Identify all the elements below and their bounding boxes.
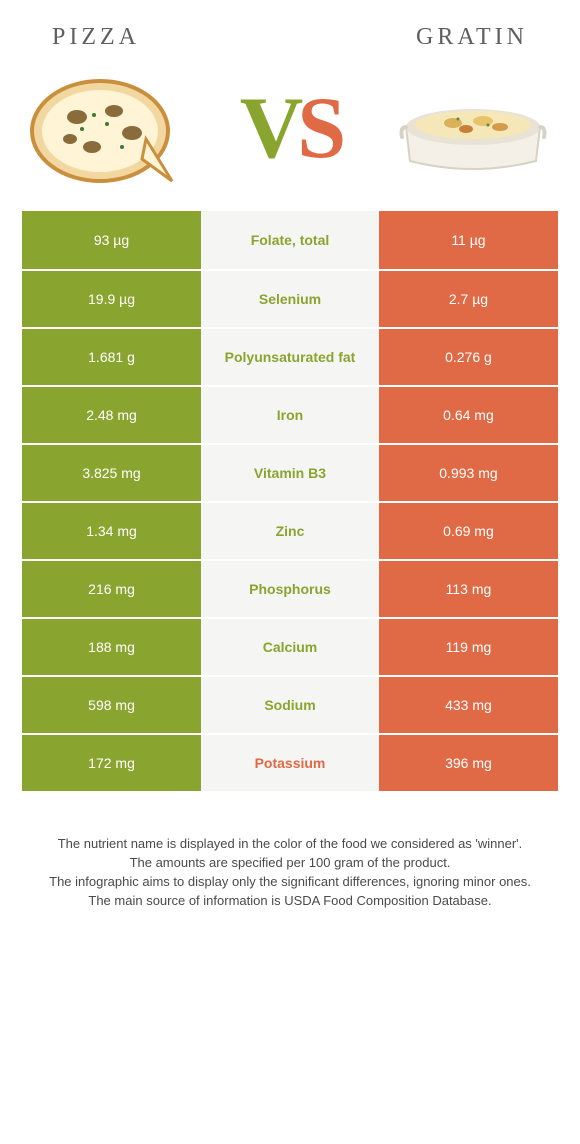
vs-v: V xyxy=(240,85,298,173)
nutrient-label: Vitamin B3 xyxy=(201,445,379,501)
image-row: VS xyxy=(22,63,558,211)
left-value: 93 µg xyxy=(22,211,201,269)
table-row: 3.825 mgVitamin B30.993 mg xyxy=(22,443,558,501)
left-value: 19.9 µg xyxy=(22,271,201,327)
right-value: 119 mg xyxy=(379,619,558,675)
table-row: 1.681 gPolyunsaturated fat0.276 g xyxy=(22,327,558,385)
nutrient-label: Calcium xyxy=(201,619,379,675)
left-value: 216 mg xyxy=(22,561,201,617)
right-value: 433 mg xyxy=(379,677,558,733)
left-value: 188 mg xyxy=(22,619,201,675)
left-value: 172 mg xyxy=(22,735,201,791)
nutrient-table: 93 µgFolate, total11 µg19.9 µgSelenium2.… xyxy=(22,211,558,791)
food-left-title: Pizza xyxy=(52,24,140,51)
left-value: 3.825 mg xyxy=(22,445,201,501)
vs-label: VS xyxy=(240,85,341,173)
nutrient-label: Zinc xyxy=(201,503,379,559)
left-value: 598 mg xyxy=(22,677,201,733)
footnote-line: The main source of information is USDA F… xyxy=(34,892,546,911)
table-row: 216 mgPhosphorus113 mg xyxy=(22,559,558,617)
nutrient-label: Polyunsaturated fat xyxy=(201,329,379,385)
footnote-line: The amounts are specified per 100 gram o… xyxy=(34,854,546,873)
table-row: 93 µgFolate, total11 µg xyxy=(22,211,558,269)
nutrient-label: Selenium xyxy=(201,271,379,327)
right-value: 2.7 µg xyxy=(379,271,558,327)
nutrient-label: Phosphorus xyxy=(201,561,379,617)
pizza-image xyxy=(22,69,192,189)
nutrient-label: Folate, total xyxy=(201,211,379,269)
vs-s: S xyxy=(297,85,340,173)
nutrient-label: Sodium xyxy=(201,677,379,733)
footnote-line: The nutrient name is displayed in the co… xyxy=(34,835,546,854)
table-row: 598 mgSodium433 mg xyxy=(22,675,558,733)
nutrient-label: Potassium xyxy=(201,735,379,791)
right-value: 113 mg xyxy=(379,561,558,617)
food-right-title: Gratin xyxy=(416,24,528,51)
header: Pizza Gratin xyxy=(22,24,558,63)
left-value: 1.681 g xyxy=(22,329,201,385)
right-value: 0.276 g xyxy=(379,329,558,385)
right-value: 0.69 mg xyxy=(379,503,558,559)
table-row: 2.48 mgIron0.64 mg xyxy=(22,385,558,443)
left-value: 1.34 mg xyxy=(22,503,201,559)
right-value: 0.993 mg xyxy=(379,445,558,501)
table-row: 1.34 mgZinc0.69 mg xyxy=(22,501,558,559)
table-row: 172 mgPotassium396 mg xyxy=(22,733,558,791)
table-row: 19.9 µgSelenium2.7 µg xyxy=(22,269,558,327)
right-value: 0.64 mg xyxy=(379,387,558,443)
left-value: 2.48 mg xyxy=(22,387,201,443)
footnote-line: The infographic aims to display only the… xyxy=(34,873,546,892)
footnotes: The nutrient name is displayed in the co… xyxy=(22,791,558,910)
nutrient-label: Iron xyxy=(201,387,379,443)
table-row: 188 mgCalcium119 mg xyxy=(22,617,558,675)
right-value: 396 mg xyxy=(379,735,558,791)
gratin-image xyxy=(388,69,558,189)
right-value: 11 µg xyxy=(379,211,558,269)
